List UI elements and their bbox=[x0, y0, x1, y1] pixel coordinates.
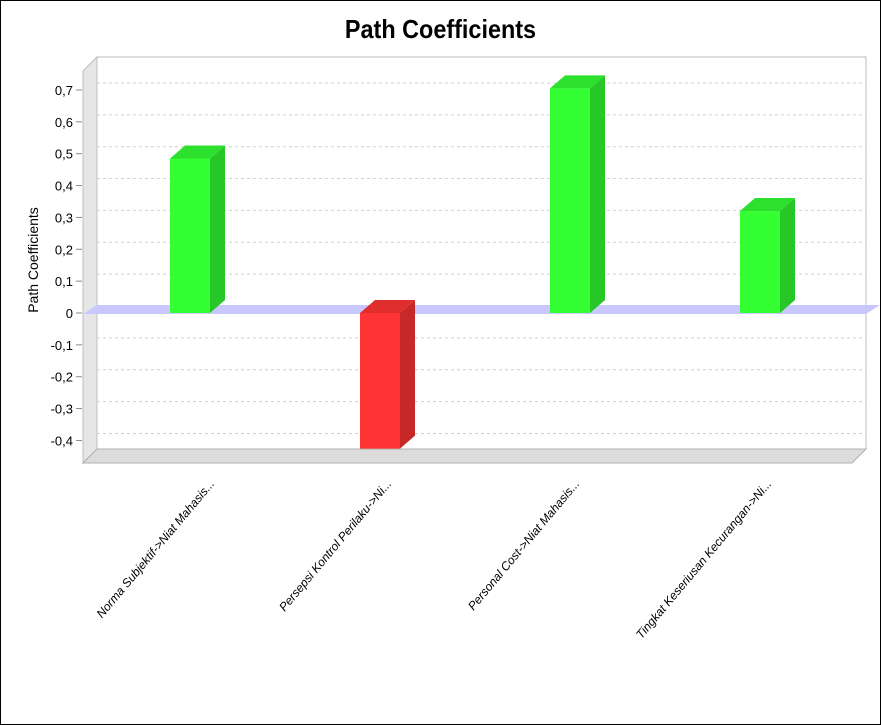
y-tick-label: 0,5 bbox=[55, 147, 73, 162]
y-axis-label: Path Coefficients bbox=[25, 207, 41, 313]
y-tick-label: -0,2 bbox=[51, 370, 73, 385]
bar-side bbox=[210, 145, 225, 313]
bar-3 bbox=[550, 75, 605, 314]
bar-front bbox=[550, 88, 590, 314]
plot-back-wall bbox=[96, 56, 867, 450]
x-tick-label: Tingkat Keseriusan Kecurangan->Ni... bbox=[633, 477, 774, 642]
x-tick-label: Persepsi Kontrol Perilaku->Ni... bbox=[276, 477, 394, 614]
y-tick-label: 0,7 bbox=[55, 83, 73, 98]
plot-side-wall bbox=[82, 55, 98, 465]
x-tick-label: Norma Subjektif->Niat Mahasis... bbox=[94, 477, 218, 621]
bar-front bbox=[740, 211, 780, 313]
y-tick-label: 0,1 bbox=[55, 274, 73, 289]
bar-top bbox=[170, 145, 225, 159]
y-tick-label: -0,4 bbox=[51, 433, 73, 448]
zero-line-band bbox=[83, 305, 880, 314]
bar-4 bbox=[740, 198, 795, 313]
x-tick-label: Personal Cost->Niat Mahasis... bbox=[465, 477, 582, 613]
y-tick-label: -0,3 bbox=[51, 402, 73, 417]
y-tick-label: -0,1 bbox=[51, 338, 73, 353]
bar-side bbox=[400, 300, 415, 449]
y-tick-label: 0,4 bbox=[55, 179, 73, 194]
chart-title: Path Coefficients bbox=[344, 14, 537, 44]
bar-front bbox=[170, 158, 210, 313]
y-tick-label: 0,6 bbox=[55, 115, 73, 130]
plot-floor bbox=[81, 448, 868, 464]
bar-top bbox=[360, 300, 415, 313]
bar-side bbox=[780, 198, 795, 313]
bar-top bbox=[740, 198, 795, 212]
y-tick-label: 0,3 bbox=[55, 210, 73, 225]
bar-1 bbox=[170, 145, 225, 313]
y-tick-label: 0,2 bbox=[55, 242, 73, 257]
y-tick-label: 0 bbox=[66, 306, 73, 321]
bar-top bbox=[550, 75, 605, 89]
bar-side bbox=[590, 75, 605, 314]
bar-2 bbox=[360, 300, 415, 449]
bar-front bbox=[360, 313, 400, 449]
